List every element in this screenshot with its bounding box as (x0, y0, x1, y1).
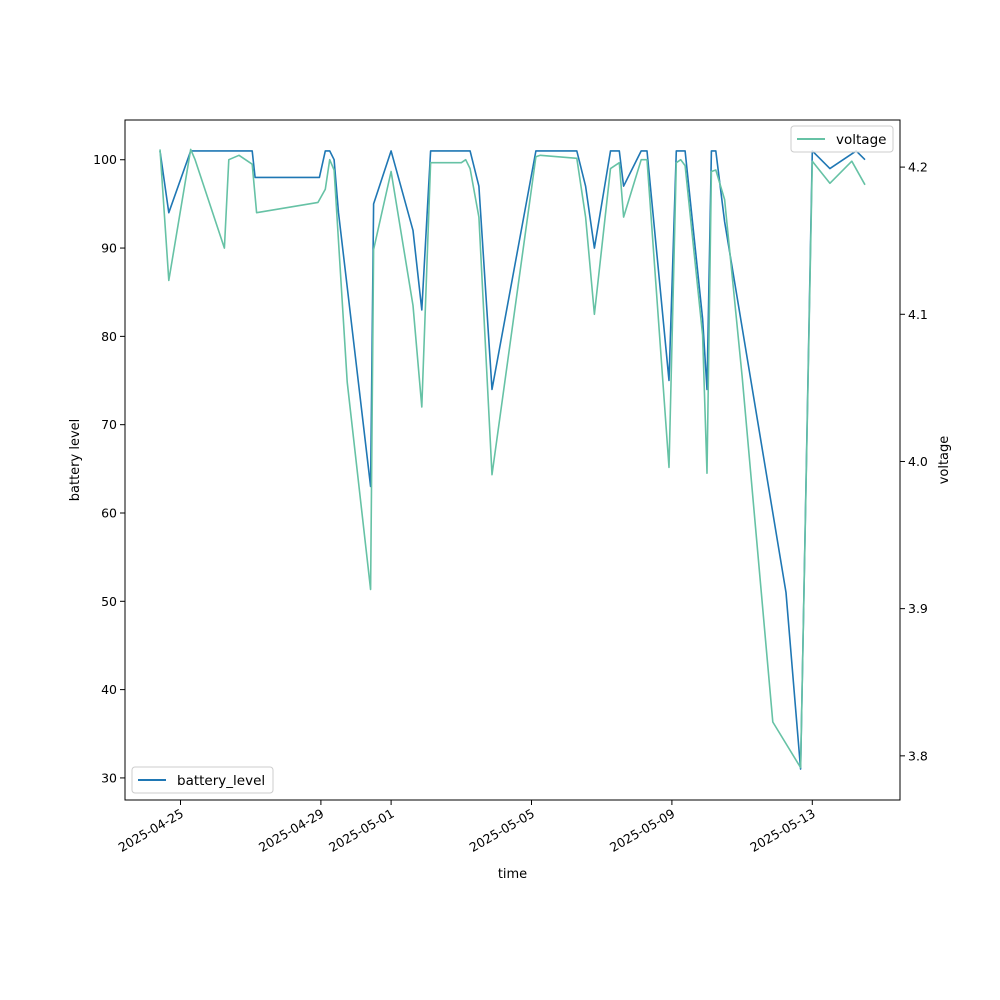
legend-voltage: voltage (790, 125, 894, 153)
legend-label: battery_level (177, 773, 265, 789)
plot-border (124, 119, 901, 801)
series-layer (159, 148, 866, 770)
legend-box (131, 766, 274, 794)
x-axis-label: time (498, 867, 527, 882)
left-y-tick-label: 30 (101, 770, 117, 785)
plot-area (125, 120, 900, 800)
left-y-axis: 30 40 50 60 70 80 90 100 (93, 152, 125, 785)
right-y-tick-label: 4.1 (908, 307, 928, 322)
right-y-tick-label: 4.0 (908, 454, 928, 469)
right-y-tick-label: 3.8 (908, 748, 928, 763)
right-y-tick-label: 3.9 (908, 601, 928, 616)
left-y-tick-label: 90 (101, 241, 117, 256)
series-line-voltage (159, 148, 866, 769)
left-y-tick-label: 60 (101, 505, 117, 520)
left-y-tick-label: 100 (93, 152, 117, 167)
right-y-tick-label: 4.2 (908, 160, 928, 175)
legend-battery-level: battery_level (131, 766, 274, 794)
left-y-tick-label: 50 (101, 594, 117, 609)
left-y-axis-label: battery level (68, 419, 83, 502)
legend-box (790, 125, 894, 153)
left-y-tick-label: 80 (101, 329, 117, 344)
right-y-axis-label: voltage (937, 436, 952, 485)
right-y-axis: 3.8 3.9 4.0 4.1 4.2 (900, 160, 928, 763)
left-y-tick-label: 70 (101, 417, 117, 432)
legend-label: voltage (836, 132, 886, 148)
left-y-tick-label: 40 (101, 682, 117, 697)
axes-frame (124, 119, 901, 801)
series-line-battery-level (159, 150, 866, 770)
